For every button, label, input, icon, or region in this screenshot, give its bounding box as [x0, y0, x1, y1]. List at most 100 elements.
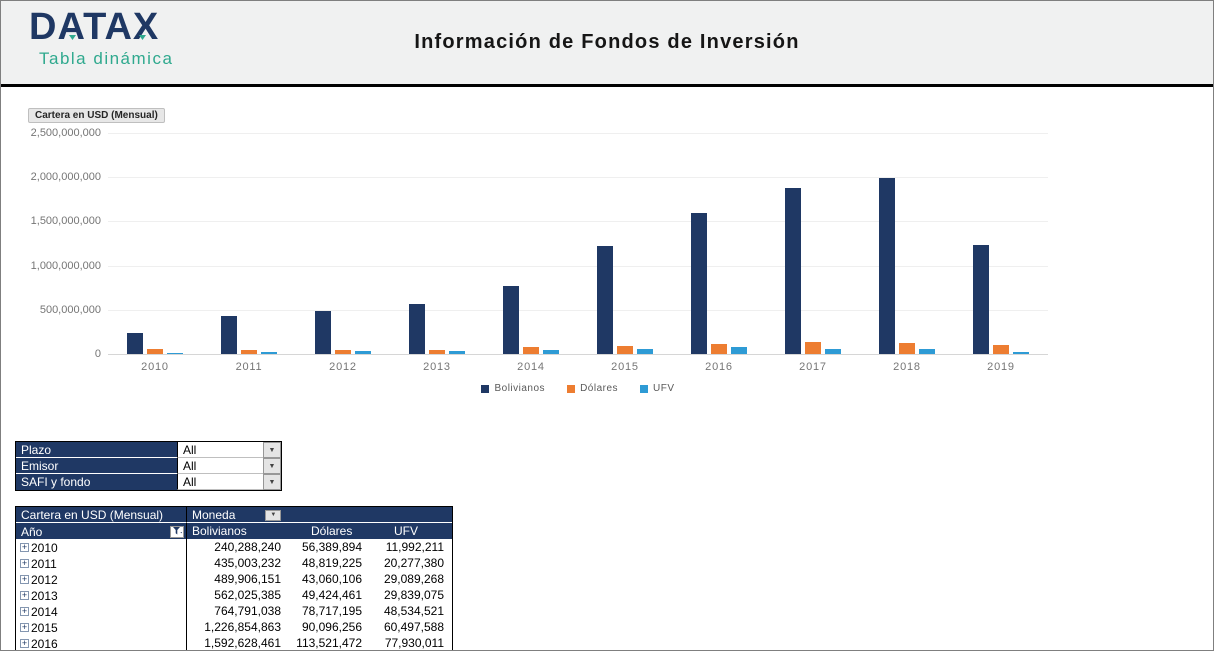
cell-dolares: 78,717,195 — [301, 604, 362, 618]
bar-dólares-2010 — [147, 349, 163, 354]
cell-ufv: 60,497,588 — [383, 620, 444, 634]
x-axis-label-2014: 2014 — [517, 361, 545, 373]
row-label-2016: +2016 — [16, 635, 187, 651]
table-row-2010: +2010 240,288,240 56,389,894 11,992,211 — [16, 539, 452, 555]
filter-field-label: Plazo — [16, 442, 177, 458]
bar-dólares-2016 — [711, 344, 727, 354]
year-label: 2016 — [31, 636, 58, 651]
bar-bolivianos-2015 — [597, 246, 613, 354]
chart-gridline — [108, 177, 1048, 179]
bar-ufv-2012 — [355, 351, 371, 354]
table-row-2013: +2013 562,025,385 49,424,461 29,839,075 — [16, 587, 452, 603]
year-label: 2015 — [31, 620, 58, 635]
row-label-2010: +2010 — [16, 539, 187, 555]
pivot-column-headers: Bolivianos Dólares UFV — [187, 523, 452, 539]
x-axis-label-2018: 2018 — [893, 361, 921, 373]
logo-accent-icon — [139, 35, 146, 40]
filter-dropdown-button[interactable]: ▼ — [263, 442, 281, 458]
bar-bolivianos-2010 — [127, 333, 143, 354]
filter-selected-value[interactable]: All — [177, 458, 263, 474]
expand-icon[interactable]: + — [20, 574, 29, 584]
legend-swatch-icon — [567, 384, 576, 393]
logo-subtitle: Tabla dinámica — [39, 49, 174, 68]
filter-selected-value[interactable]: All — [177, 442, 263, 458]
bar-ufv-2015 — [637, 349, 653, 354]
expand-icon[interactable]: + — [20, 638, 29, 648]
bar-ufv-2018 — [919, 349, 935, 354]
filter-dropdown-button[interactable]: ▼ — [263, 458, 281, 474]
cell-bolivianos: 240,288,240 — [214, 540, 281, 554]
cell-ufv: 20,277,380 — [383, 556, 444, 570]
x-axis-label-2019: 2019 — [987, 361, 1015, 373]
expand-icon[interactable]: + — [20, 606, 29, 616]
bar-bolivianos-2017 — [785, 188, 801, 354]
legend-item-ufv: UFV — [640, 383, 675, 394]
x-axis-label-2012: 2012 — [329, 361, 357, 373]
x-axis-label-2010: 2010 — [141, 361, 169, 373]
cell-bolivianos: 764,791,038 — [214, 604, 281, 618]
bar-ufv-2011 — [261, 352, 277, 354]
filter-row-safi-y-fondo: SAFI y fondo All ▼ — [16, 474, 281, 490]
legend-swatch-icon — [640, 384, 649, 393]
year-label: 2010 — [31, 540, 58, 555]
logo-title: DATAX — [29, 6, 160, 48]
cell-bolivianos: 1,226,854,863 — [204, 620, 281, 634]
pivot-row-field: Año — [16, 523, 187, 539]
expand-icon[interactable]: + — [20, 558, 29, 568]
moneda-dropdown-button[interactable]: ▼ — [265, 509, 282, 521]
table-row-2016: +2016 1,592,628,461 113,521,472 77,930,011 — [16, 635, 452, 651]
bar-dólares-2015 — [617, 346, 633, 354]
cell-dolares: 43,060,106 — [301, 572, 362, 586]
filter-dropdown-button[interactable]: ▼ — [263, 474, 281, 490]
column-header-ufv: UFV — [394, 524, 418, 538]
y-axis-tick-label: 2,500,000,000 — [30, 127, 101, 139]
expand-icon[interactable]: + — [20, 542, 29, 552]
filter-funnel-icon — [172, 527, 182, 535]
expand-icon[interactable]: + — [20, 590, 29, 600]
bar-dólares-2013 — [429, 350, 445, 354]
filter-field-label: SAFI y fondo — [16, 474, 177, 490]
year-filter-button[interactable] — [170, 525, 184, 538]
pivot-header-row-2: Año Bolivianos Dólares UFV — [16, 523, 452, 539]
bar-ufv-2014 — [543, 350, 559, 354]
filter-selected-value[interactable]: All — [177, 474, 263, 490]
bar-bolivianos-2011 — [221, 316, 237, 354]
header: Información de Fondos de Inversión DATAX… — [1, 1, 1213, 87]
column-header-bolivianos: Bolivianos — [192, 524, 247, 538]
bar-bolivianos-2014 — [503, 286, 519, 354]
chart-field-button[interactable]: Cartera en USD (Mensual) — [28, 108, 165, 123]
filter-row-emisor: Emisor All ▼ — [16, 458, 281, 474]
cell-ufv: 29,089,268 — [383, 572, 444, 586]
filter-panel: Plazo All ▼ Emisor All ▼ SAFI y fondo All ▼ — [15, 441, 282, 491]
cell-dolares: 56,389,894 — [301, 540, 362, 554]
bar-ufv-2010 — [167, 353, 183, 354]
datax-logo: DATAX Tabla dinámica — [29, 7, 173, 69]
bar-dólares-2014 — [523, 347, 539, 354]
pivot-title: Cartera en USD (Mensual) — [16, 507, 187, 523]
legend-item-bolivianos: Bolivianos — [481, 383, 545, 394]
x-axis-label-2017: 2017 — [799, 361, 827, 373]
bar-ufv-2017 — [825, 349, 841, 354]
table-row-2011: +2011 435,003,232 48,819,225 20,277,380 — [16, 555, 452, 571]
row-label-2015: +2015 — [16, 619, 187, 635]
chart-gridline — [108, 265, 1048, 267]
row-label-2014: +2014 — [16, 603, 187, 619]
x-axis-label-2013: 2013 — [423, 361, 451, 373]
page-title: Información de Fondos de Inversión — [414, 31, 800, 53]
bar-bolivianos-2019 — [973, 245, 989, 354]
cell-ufv: 77,930,011 — [384, 636, 444, 650]
logo-accent-icon — [69, 35, 76, 40]
bar-dólares-2018 — [899, 343, 915, 354]
legend-swatch-icon — [481, 384, 490, 393]
bar-dólares-2017 — [805, 342, 821, 354]
y-axis-tick-label: 1,000,000,000 — [30, 259, 101, 272]
cell-bolivianos: 489,906,151 — [214, 572, 281, 586]
year-label: 2012 — [31, 572, 58, 587]
expand-icon[interactable]: + — [20, 622, 29, 632]
x-axis-label-2016: 2016 — [705, 361, 733, 373]
bar-chart-plot: 2,500,000,000 2,000,000,000 1,500,000,000 1… — [31, 127, 1048, 360]
cell-bolivianos: 1,592,628,461 — [204, 636, 281, 650]
cell-dolares: 48,819,225 — [301, 556, 362, 570]
legend-label: UFV — [653, 383, 675, 394]
x-axis-label-2015: 2015 — [611, 361, 639, 373]
